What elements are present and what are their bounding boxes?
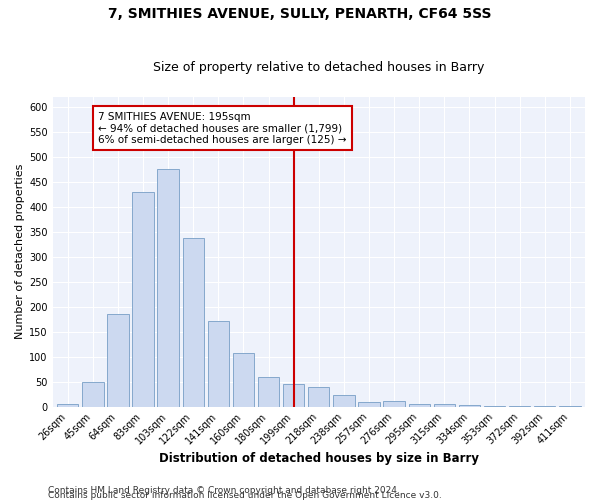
Bar (157, 169, 179, 406)
Bar (107, 314, 128, 406)
Y-axis label: Number of detached properties: Number of detached properties (15, 164, 25, 339)
Text: 7, SMITHIES AVENUE, SULLY, PENARTH, CF64 5SS: 7, SMITHIES AVENUE, SULLY, PENARTH, CF64… (108, 8, 492, 22)
Bar (434, 404, 455, 406)
Text: Contains public sector information licensed under the Open Government Licence v3: Contains public sector information licen… (48, 490, 442, 500)
Bar (333, 395, 355, 406)
Bar (233, 353, 254, 406)
Bar (133, 192, 154, 406)
Text: Contains HM Land Registry data © Crown copyright and database right 2024.: Contains HM Land Registry data © Crown c… (48, 486, 400, 495)
Bar (57, 404, 79, 406)
Bar (283, 384, 304, 406)
Bar (208, 320, 229, 406)
X-axis label: Distribution of detached houses by size in Barry: Distribution of detached houses by size … (159, 452, 479, 465)
Text: 7 SMITHIES AVENUE: 195sqm
← 94% of detached houses are smaller (1,799)
6% of sem: 7 SMITHIES AVENUE: 195sqm ← 94% of detac… (98, 112, 346, 144)
Title: Size of property relative to detached houses in Barry: Size of property relative to detached ho… (153, 62, 485, 74)
Bar (358, 402, 380, 406)
Bar (459, 405, 480, 406)
Bar (182, 238, 204, 406)
Bar (409, 404, 430, 406)
Bar (82, 382, 104, 406)
Bar (308, 386, 329, 406)
Bar (383, 400, 405, 406)
Bar (258, 376, 279, 406)
